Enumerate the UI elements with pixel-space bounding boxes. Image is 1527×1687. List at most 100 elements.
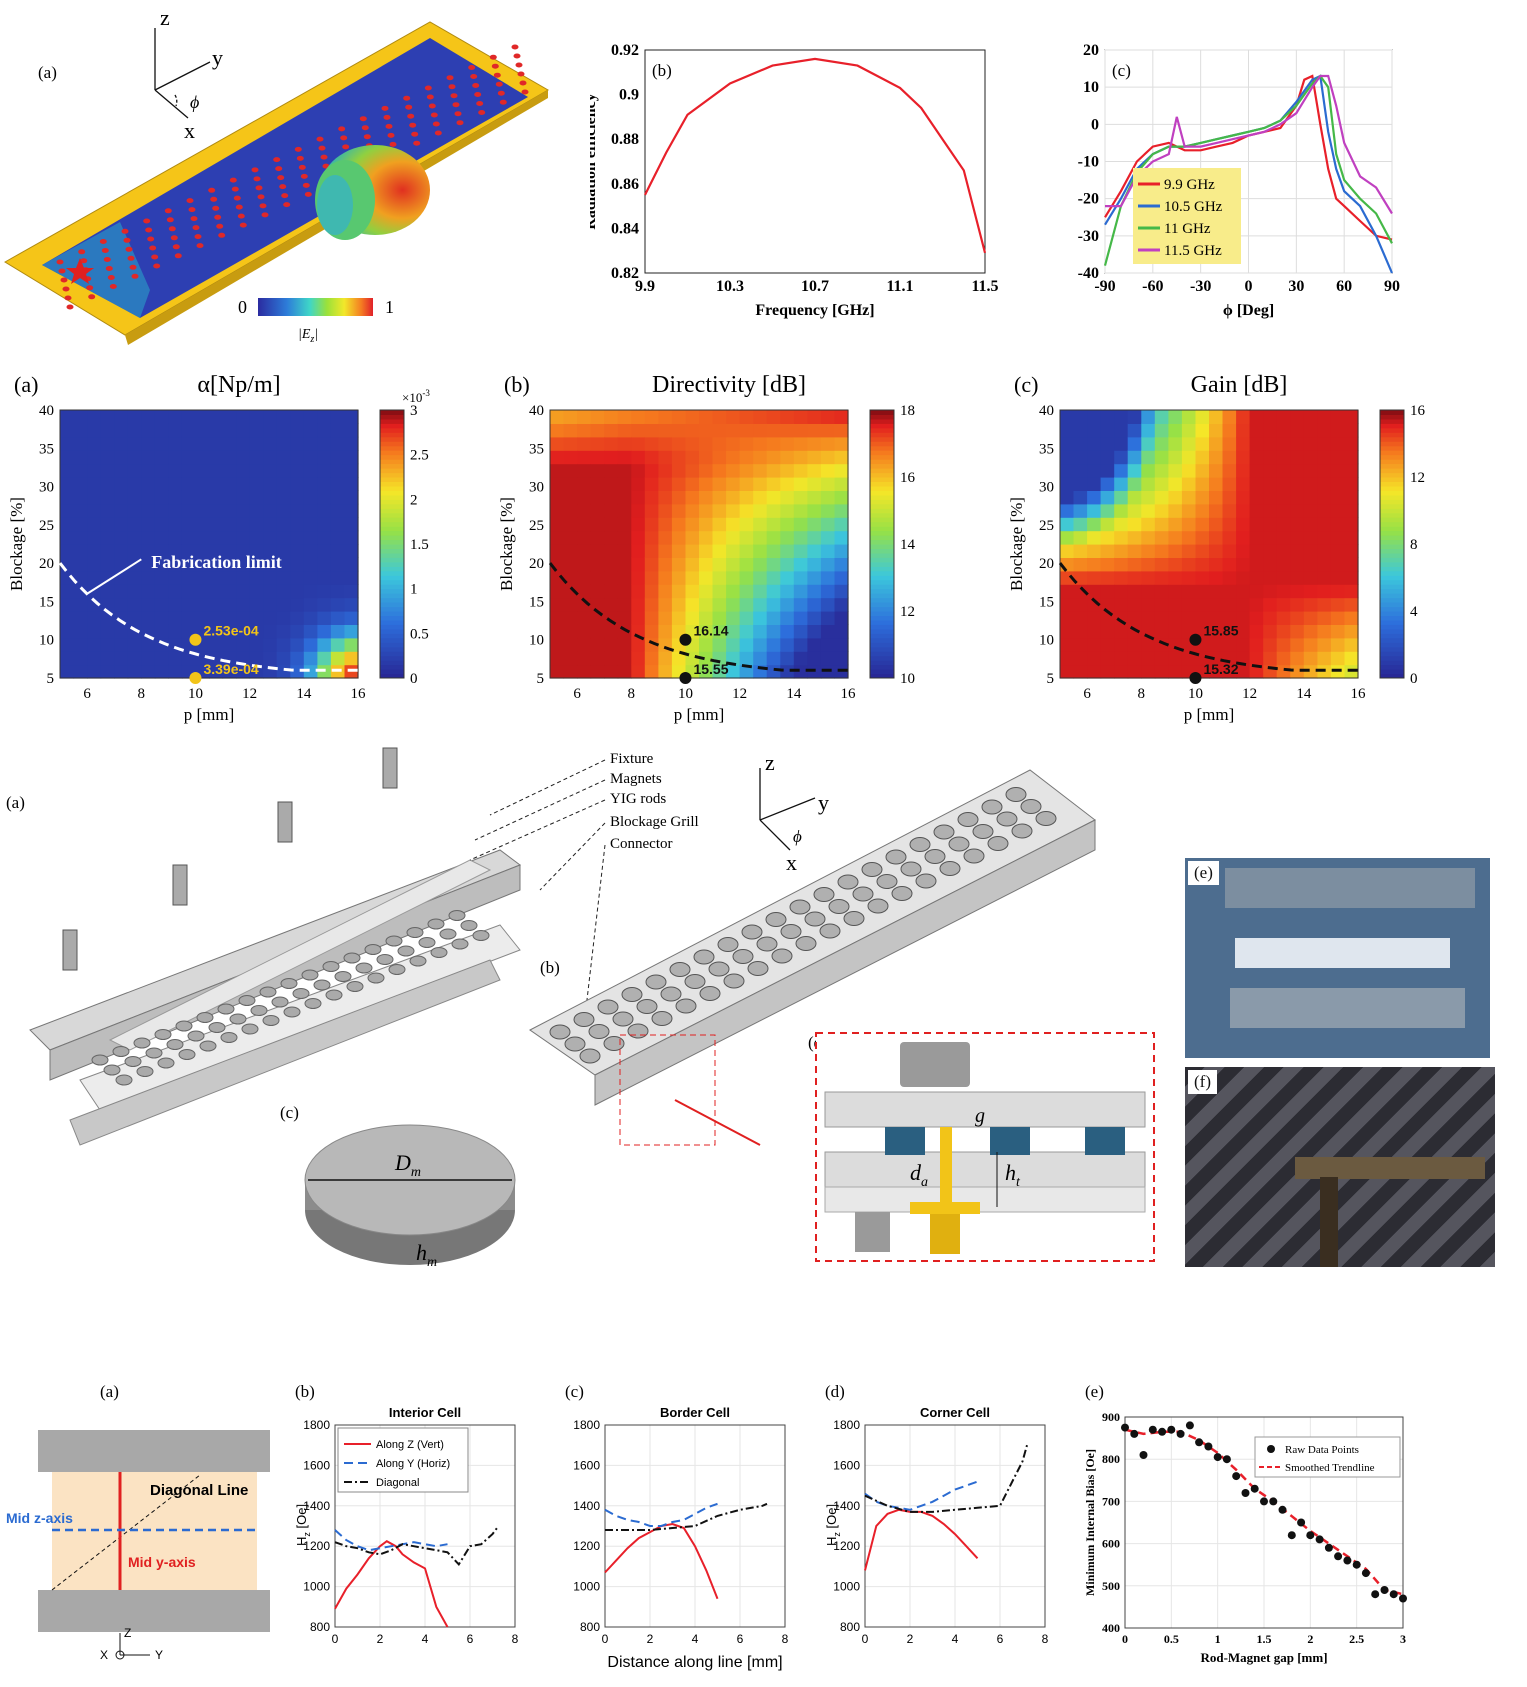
heatmap-cell (671, 490, 686, 505)
heatmap-cell (1276, 503, 1291, 518)
heatmap-cell (1087, 423, 1102, 438)
heatmap-cell (1154, 477, 1169, 491)
heatmap-cell (1344, 436, 1359, 451)
heatmap-cell (1114, 530, 1129, 545)
rod-dot (64, 295, 72, 301)
heatmap-cell (141, 637, 156, 652)
heatmap-cell (563, 503, 578, 518)
heatmap-cell (222, 597, 237, 612)
heatmap-cell (209, 557, 224, 572)
heatmap-cell (100, 651, 115, 666)
colorbar-step (380, 588, 404, 594)
heatmap-cell (780, 517, 795, 532)
heatmap-cell (1073, 450, 1088, 465)
heatmap-cell (577, 517, 592, 532)
heatmap-cell (317, 450, 332, 465)
heatmap-cell (317, 557, 332, 572)
heatmap-cell (1073, 637, 1088, 652)
heatmap-cell (1263, 423, 1278, 438)
colorbar-step (870, 445, 894, 451)
heatmap-cell (1154, 503, 1169, 518)
legend-label: Raw Data Points (1285, 1444, 1359, 1456)
heatmap-cell (249, 624, 264, 639)
heatmap-cell (550, 637, 565, 652)
heatmap-cell (631, 557, 646, 572)
heatmap-cell (1330, 570, 1345, 585)
colorbar-step (1380, 606, 1404, 612)
heatmap-cell (1344, 410, 1359, 424)
heatmap-cell (168, 584, 183, 599)
heatmap-cell (87, 450, 102, 465)
y-tick-label: 30 (1039, 480, 1054, 496)
heatmap-cell (658, 423, 673, 438)
heatmap-cell (73, 423, 88, 438)
rod-dot (259, 203, 267, 209)
heatmap-cell (276, 664, 291, 679)
heatmap-cell (780, 570, 795, 585)
heatmap-cell (87, 570, 102, 585)
heatmap-cell (1060, 423, 1075, 438)
rod-dot (78, 249, 86, 255)
magnet-dot (199, 1040, 217, 1052)
heatmap-cell (1168, 664, 1183, 679)
heatmap-cell (303, 584, 318, 599)
heatmap-cell (154, 611, 169, 625)
heatmap-cell (766, 570, 781, 585)
heatmap-cell (1087, 651, 1102, 666)
heatmap-cell (141, 463, 156, 478)
heatmap-cell (739, 570, 754, 585)
heatmap-cell (780, 664, 795, 679)
colorbar-step (380, 530, 404, 536)
heatmap-cell (712, 436, 727, 451)
x-tick-label: 4 (692, 1632, 699, 1646)
heatmap-cell (699, 477, 714, 491)
heatmap-cell (793, 517, 808, 532)
fabrication-figure: (a) Fixture Magnets YIG rods Blockage Gr… (6, 747, 1096, 1270)
heatmap-cell (766, 450, 781, 465)
heatmap-cell (60, 570, 75, 585)
heatmap-cell (631, 530, 646, 545)
rod-dot (208, 187, 216, 193)
heatmap-cell (726, 463, 741, 478)
heatmap-cell (820, 530, 835, 545)
heatmap-cell (712, 544, 727, 558)
heatmap-cell (209, 637, 224, 652)
heatmap-cell (127, 651, 142, 666)
heatmap-cell (658, 517, 673, 532)
heatmap-cell (766, 530, 781, 545)
heatmap-cell (181, 490, 196, 505)
heatmap-cell (658, 651, 673, 666)
heatmap-cell (209, 410, 224, 424)
x-tick-label: 2 (1307, 1632, 1313, 1646)
heatmap-cell (766, 477, 781, 491)
heatmap-cell (195, 597, 210, 612)
heatmap-cell (1060, 490, 1075, 505)
heatmap-cell (73, 637, 88, 652)
heatmap-cell (550, 423, 565, 438)
heatmap-cell (1303, 637, 1318, 652)
heatmap-cell (87, 544, 102, 558)
heatmap-cell (290, 624, 305, 639)
heatmap-cell (807, 436, 822, 451)
magnet-dot (996, 811, 1018, 827)
heatmap-cell (834, 436, 849, 451)
colorbar-step (870, 633, 894, 639)
heatmap-cell (209, 423, 224, 438)
heatmap-cell (739, 490, 754, 505)
heatmap-cell (1290, 477, 1305, 491)
rod-dot (229, 177, 237, 183)
rod-dot (428, 103, 436, 109)
heatmap-cell (820, 490, 835, 505)
heatmap-cell (1209, 410, 1224, 424)
heatmap-cell (1087, 611, 1102, 625)
heatmap-cell (1249, 410, 1264, 424)
heatmap-cell (617, 436, 632, 451)
heatmap-cell (1209, 597, 1224, 612)
heatmap-cell (290, 530, 305, 545)
heatmap-cell (1276, 624, 1291, 639)
heatmap-cell (290, 664, 305, 679)
heatmap-cell (1060, 584, 1075, 599)
heatmap-cell (1209, 584, 1224, 599)
heatmap-cell (1303, 423, 1318, 438)
